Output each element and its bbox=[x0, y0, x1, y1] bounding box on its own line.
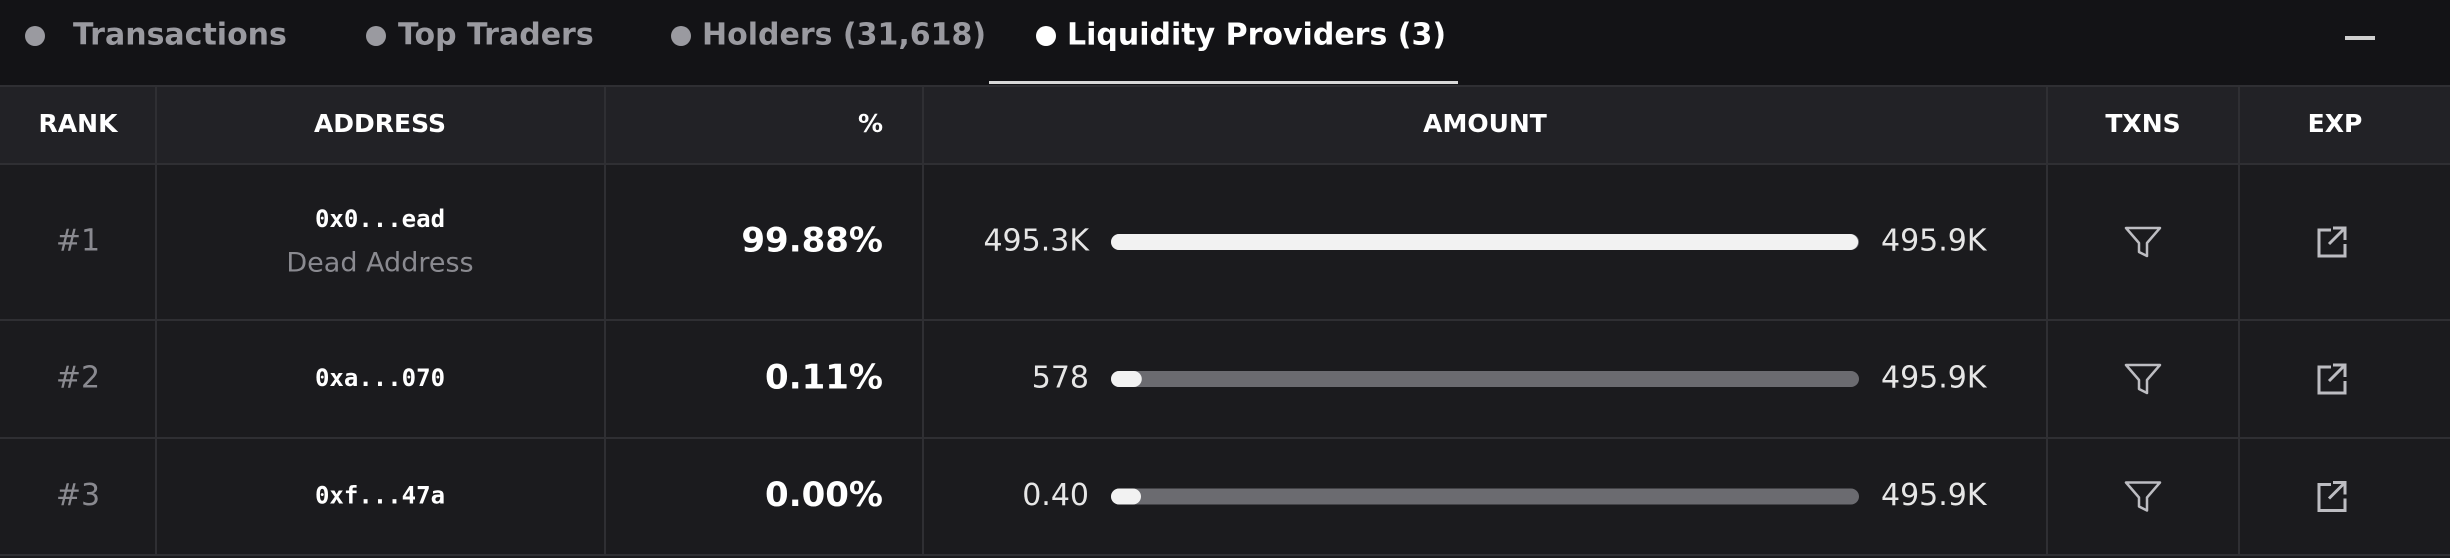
column-header: RANK bbox=[39, 109, 120, 138]
total: 495.9K bbox=[1881, 224, 1988, 259]
table-header bbox=[0, 86, 2450, 164]
bar-fill bbox=[1111, 234, 1859, 250]
percent: 99.88% bbox=[741, 221, 883, 261]
total: 495.9K bbox=[1881, 361, 1988, 396]
tab-bar bbox=[0, 0, 2450, 86]
rank: #1 bbox=[56, 224, 100, 259]
tab-label[interactable]: Transactions bbox=[73, 18, 287, 53]
bar-fill bbox=[1111, 488, 1141, 505]
filter-icon[interactable] bbox=[2124, 226, 2162, 258]
minimize-icon[interactable] bbox=[2345, 36, 2375, 40]
tab-icon bbox=[671, 26, 691, 46]
tab-label[interactable]: Top Traders bbox=[398, 18, 594, 53]
tab-icon bbox=[25, 26, 45, 46]
amount: 495.3K bbox=[983, 224, 1090, 259]
filter-icon[interactable] bbox=[2124, 481, 2162, 512]
rank: #3 bbox=[56, 478, 100, 513]
column-header: TXNS bbox=[2105, 109, 2180, 138]
column-header: AMOUNT bbox=[1423, 109, 1547, 138]
active-tab-underline bbox=[989, 81, 1458, 84]
tab-icon bbox=[366, 26, 386, 46]
address[interactable]: 0x0...ead bbox=[315, 205, 445, 233]
total: 495.9K bbox=[1881, 478, 1988, 513]
external-link-icon[interactable] bbox=[2317, 481, 2347, 512]
tab-label[interactable]: Holders (31,618) bbox=[702, 18, 986, 53]
bar-track bbox=[1111, 488, 1859, 505]
tab-icon bbox=[1036, 26, 1056, 46]
address[interactable]: 0xf...47a bbox=[315, 482, 445, 510]
address-label: Dead Address bbox=[286, 248, 473, 279]
filter-icon[interactable] bbox=[2124, 363, 2162, 395]
amount: 578 bbox=[1032, 361, 1089, 396]
address[interactable]: 0xa...070 bbox=[315, 364, 445, 392]
external-link-icon[interactable] bbox=[2317, 363, 2347, 395]
bar-fill bbox=[1111, 371, 1142, 387]
column-header: % bbox=[858, 109, 883, 138]
external-link-icon[interactable] bbox=[2317, 226, 2347, 258]
amount: 0.40 bbox=[1022, 478, 1089, 513]
tab-label[interactable]: Liquidity Providers (3) bbox=[1067, 18, 1446, 53]
column-header: ADDRESS bbox=[314, 109, 446, 138]
rank: #2 bbox=[56, 361, 100, 396]
percent: 0.00% bbox=[765, 475, 883, 515]
percent: 0.11% bbox=[765, 358, 883, 398]
column-header: EXP bbox=[2308, 109, 2363, 138]
bar-track bbox=[1111, 371, 1859, 387]
